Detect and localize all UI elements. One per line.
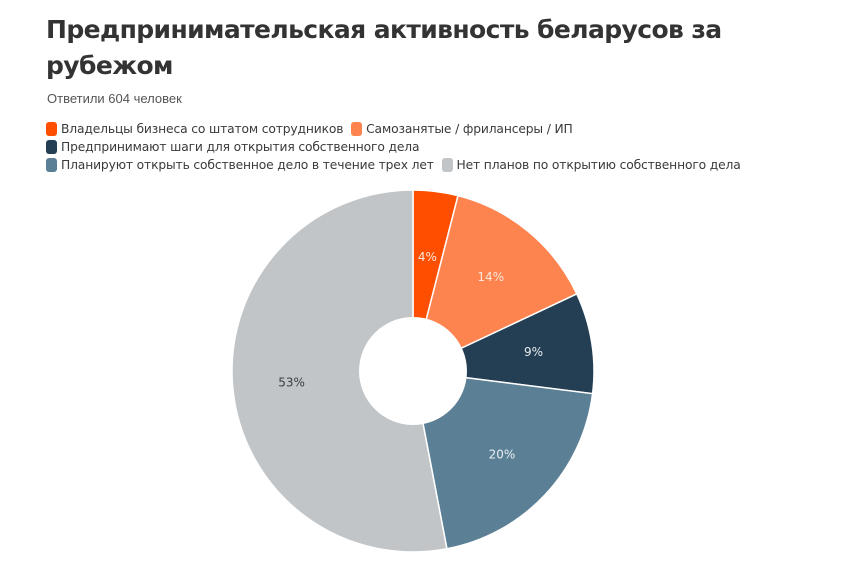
chart-title: Предпринимательская активность беларусов…	[46, 15, 722, 80]
slice-planning[interactable]	[412, 370, 594, 550]
legend-item-planning[interactable]: Планируют открыть собственное дело в теч…	[46, 156, 434, 174]
legend-row: Планируют открыть собственное дело в теч…	[46, 156, 806, 174]
chart-legend: Владельцы бизнеса со штатом сотрудников …	[46, 120, 806, 174]
slice-self-employed[interactable]	[411, 194, 578, 373]
slice-label-business-owners: 4%	[418, 250, 437, 264]
chart-subtitle: Ответили 604 человек	[47, 91, 182, 106]
donut-slice-labels: 4% 14% 9% 20% 53%	[278, 250, 543, 462]
legend-row: Владельцы бизнеса со штатом сотрудников …	[46, 120, 806, 138]
donut-hole	[359, 317, 467, 425]
legend-label: Предпринимают шаги для открытия собствен…	[61, 140, 420, 154]
legend-swatch	[351, 122, 363, 136]
slice-label-self-employed: 14%	[477, 270, 504, 284]
legend-label: Нет планов по открытию собственного дела	[456, 158, 741, 172]
slice-label-planning: 20%	[489, 448, 516, 462]
legend-item-no-plans[interactable]: Нет планов по открытию собственного дела	[441, 156, 741, 174]
slice-no-plans[interactable]	[231, 189, 448, 553]
legend-label: Владельцы бизнеса со штатом сотрудников	[61, 122, 344, 136]
slice-label-taking-steps: 9%	[524, 345, 543, 359]
legend-swatch	[46, 122, 57, 136]
legend-item-taking-steps[interactable]: Предпринимают шаги для открытия собствен…	[46, 138, 420, 156]
slice-label-no-plans: 53%	[278, 375, 305, 389]
legend-swatch	[441, 158, 453, 172]
legend-row: Предпринимают шаги для открытия собствен…	[46, 138, 806, 156]
legend-item-self-employed[interactable]: Самозанятые / фрилансеры / ИП	[351, 120, 573, 138]
legend-label: Планируют открыть собственное дело в теч…	[61, 158, 434, 172]
legend-item-business-owners[interactable]: Владельцы бизнеса со штатом сотрудников	[46, 120, 344, 138]
legend-label: Самозанятые / фрилансеры / ИП	[366, 122, 573, 136]
legend-swatch	[46, 140, 57, 154]
legend-swatch	[46, 158, 57, 172]
